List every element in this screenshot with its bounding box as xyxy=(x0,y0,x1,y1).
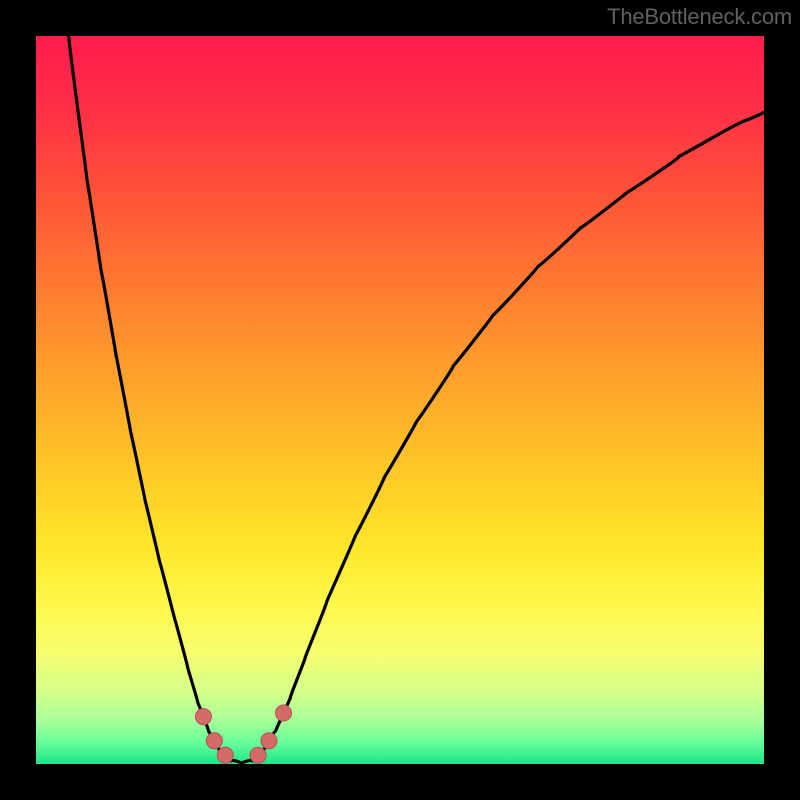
plot-background xyxy=(36,36,764,764)
valley-marker xyxy=(250,747,266,763)
chart-container: TheBottleneck.com xyxy=(0,0,800,800)
valley-marker xyxy=(261,733,277,749)
bottleneck-chart xyxy=(0,0,800,800)
valley-marker xyxy=(206,733,222,749)
valley-marker xyxy=(276,705,292,721)
valley-marker xyxy=(195,709,211,725)
valley-marker xyxy=(217,747,233,763)
